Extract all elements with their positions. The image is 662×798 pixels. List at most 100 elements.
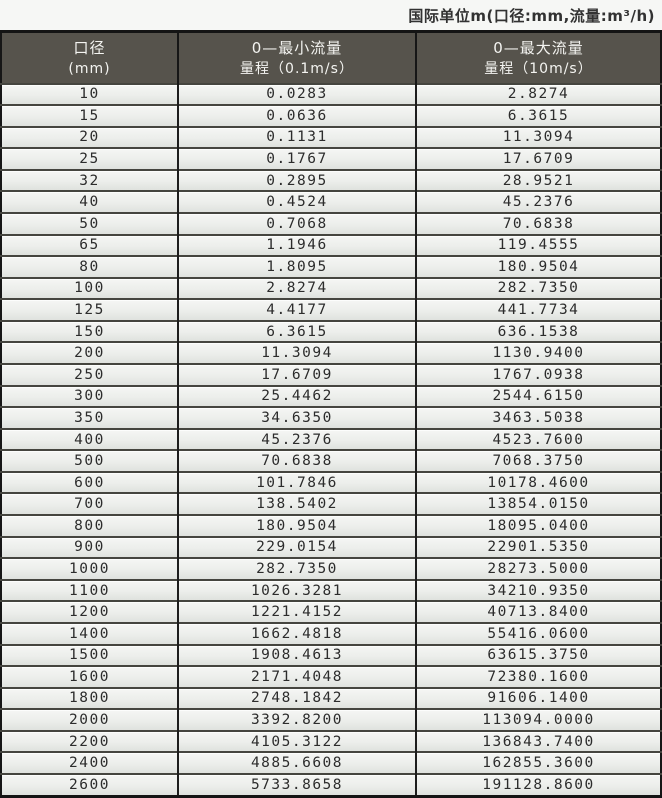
cell-diameter: 1100 [1,578,178,602]
cell-max-flow: 136843.7400 [415,729,661,753]
cell-max-flow: 1130.9400 [415,341,661,365]
cell-max-flow: 2.8274 [415,82,661,106]
header-line-1: 0—最大流量 [493,38,584,57]
flow-range-table: 口径 (mm) 0—最小流量 量程（0.1m/s） 0—最大流量 量程（10m/… [0,30,662,798]
table-row: 50 0.7068 70.6838 [1,211,661,235]
header-line-2: 量程（0.1m/s） [240,60,354,77]
table-row: 200 11.3094 1130.9400 [1,341,661,365]
cell-min-flow: 0.1131 [177,125,416,149]
cell-max-flow: 282.7350 [415,276,661,300]
header-line-2: (mm) [68,60,111,77]
cell-diameter: 10 [1,82,178,106]
table-row: 250 17.6709 1767.0938 [1,363,661,386]
cell-max-flow: 91606.1400 [415,686,661,710]
cell-max-flow: 11.3094 [415,125,661,149]
cell-min-flow: 70.6838 [177,449,416,472]
cell-diameter: 125 [1,298,178,321]
cell-diameter: 2000 [1,708,178,731]
table-row: 1100 1026.3281 34210.9350 [1,578,661,602]
cell-diameter: 15 [1,104,178,127]
cell-max-flow: 162855.3600 [415,751,661,774]
cell-min-flow: 0.0283 [177,82,416,106]
cell-min-flow: 11.3094 [177,341,416,365]
cell-diameter: 20 [1,125,178,149]
cell-min-flow: 0.1767 [177,147,416,170]
cell-min-flow: 25.4462 [177,384,416,408]
cell-max-flow: 119.4555 [415,233,661,257]
cell-min-flow: 0.2895 [177,168,416,192]
cell-max-flow: 70.6838 [415,211,661,235]
table-row: 10 0.0283 2.8274 [1,82,661,106]
cell-diameter: 200 [1,341,178,365]
cell-min-flow: 1908.4613 [177,643,416,667]
table-row: 300 25.4462 2544.6150 [1,384,661,408]
cell-max-flow: 13854.0150 [415,492,661,516]
cell-max-flow: 4523.7600 [415,427,661,451]
cell-max-flow: 180.9504 [415,255,661,278]
cell-diameter: 400 [1,427,178,451]
cell-diameter: 1500 [1,643,178,667]
cell-max-flow: 28.9521 [415,168,661,192]
cell-diameter: 800 [1,514,178,537]
cell-max-flow: 63615.3750 [415,643,661,667]
cell-diameter: 1600 [1,665,178,688]
cell-min-flow: 0.7068 [177,211,416,235]
table-row: 40 0.4524 45.2376 [1,190,661,213]
header-line-1: 口径 [73,38,106,57]
table-body: 10 0.0283 2.8274 15 0.0636 6.3615 20 0.1131 11.3… [1,82,661,797]
cell-min-flow: 5733.8658 [177,773,416,797]
table-row: 20 0.1131 11.3094 [1,125,661,149]
cell-max-flow: 113094.0000 [415,708,661,731]
cell-min-flow: 3392.8200 [177,708,416,731]
cell-min-flow: 1221.4152 [177,600,416,623]
cell-min-flow: 0.0636 [177,104,416,127]
cell-min-flow: 2748.1842 [177,686,416,710]
cell-diameter: 1400 [1,621,178,645]
table-row: 80 1.8095 180.9504 [1,255,661,278]
cell-max-flow: 441.7734 [415,298,661,321]
cell-max-flow: 191128.8600 [415,773,661,797]
cell-diameter: 32 [1,168,178,192]
table-row: 600 101.7846 10178.4600 [1,470,661,494]
cell-min-flow: 2171.4048 [177,665,416,688]
cell-min-flow: 4105.3122 [177,729,416,753]
cell-diameter: 25 [1,147,178,170]
table-row: 400 45.2376 4523.7600 [1,427,661,451]
cell-max-flow: 636.1538 [415,319,661,343]
cell-min-flow: 1662.4818 [177,621,416,645]
table-row: 15 0.0636 6.3615 [1,104,661,127]
table-row: 800 180.9504 18095.0400 [1,514,661,537]
cell-diameter: 1200 [1,600,178,623]
cell-min-flow: 2.8274 [177,276,416,300]
cell-diameter: 65 [1,233,178,257]
table-row: 2000 3392.8200 113094.0000 [1,708,661,731]
cell-max-flow: 55416.0600 [415,621,661,645]
cell-max-flow: 10178.4600 [415,470,661,494]
table-row: 2400 4885.6608 162855.3600 [1,751,661,774]
cell-diameter: 100 [1,276,178,300]
cell-max-flow: 7068.3750 [415,449,661,472]
cell-max-flow: 17.6709 [415,147,661,170]
cell-max-flow: 28273.5000 [415,557,661,580]
table-caption-bar: 国际单位m(口径:mm,流量:m³/h) [0,0,662,30]
cell-max-flow: 34210.9350 [415,578,661,602]
table-row: 2200 4105.3122 136843.7400 [1,729,661,753]
cell-max-flow: 18095.0400 [415,514,661,537]
table-row: 1000 282.7350 28273.5000 [1,557,661,580]
col-header-max-flow: 0—最大流量 量程（10m/s） [415,31,661,84]
cell-min-flow: 4885.6608 [177,751,416,774]
cell-max-flow: 3463.5038 [415,406,661,429]
table-row: 1400 1662.4818 55416.0600 [1,621,661,645]
cell-diameter: 300 [1,384,178,408]
cell-diameter: 250 [1,363,178,386]
table-row: 1800 2748.1842 91606.1400 [1,686,661,710]
unit-note-title: 国际单位m(口径:mm,流量:m³/h) [408,6,655,25]
cell-min-flow: 1.8095 [177,255,416,278]
cell-min-flow: 0.4524 [177,190,416,213]
cell-min-flow: 4.4177 [177,298,416,321]
table-row: 1200 1221.4152 40713.8400 [1,600,661,623]
cell-diameter: 2400 [1,751,178,774]
table-row: 25 0.1767 17.6709 [1,147,661,170]
table-row: 32 0.2895 28.9521 [1,168,661,192]
table-row: 125 4.4177 441.7734 [1,298,661,321]
